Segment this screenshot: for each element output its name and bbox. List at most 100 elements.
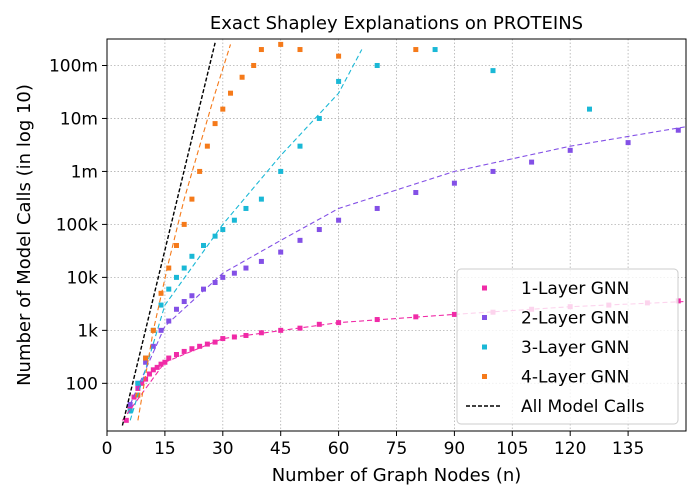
point-4-layer-gnn bbox=[228, 90, 234, 96]
legend-label-4-layer-gnn: 4-Layer GNN bbox=[521, 368, 629, 388]
point-2-layer-gnn bbox=[336, 217, 342, 223]
legend-swatch-3-layer-gnn bbox=[482, 344, 487, 350]
point-3-layer-gnn bbox=[278, 168, 284, 174]
point-4-layer-gnn bbox=[181, 221, 187, 227]
point-1-layer-gnn bbox=[127, 404, 133, 410]
point-2-layer-gnn bbox=[201, 286, 206, 292]
y-tick-label: 100k bbox=[56, 215, 98, 235]
point-4-layer-gnn bbox=[197, 168, 203, 174]
point-3-layer-gnn bbox=[201, 242, 206, 248]
point-1-layer-gnn bbox=[166, 355, 172, 361]
point-3-layer-gnn bbox=[212, 233, 218, 239]
y-tick-label: 1k bbox=[77, 321, 98, 341]
y-tick-label: 100 bbox=[66, 374, 98, 394]
point-4-layer-gnn bbox=[166, 265, 172, 271]
point-2-layer-gnn bbox=[316, 227, 322, 233]
point-4-layer-gnn bbox=[336, 53, 342, 59]
point-1-layer-gnn bbox=[135, 385, 141, 391]
point-3-layer-gnn bbox=[231, 217, 237, 223]
point-4-layer-gnn bbox=[158, 290, 164, 296]
point-3-layer-gnn bbox=[336, 78, 342, 84]
point-2-layer-gnn bbox=[451, 180, 457, 186]
point-1-layer-gnn bbox=[181, 348, 187, 354]
point-4-layer-gnn bbox=[143, 355, 149, 361]
point-2-layer-gnn bbox=[143, 359, 149, 365]
x-tick-label: 60 bbox=[328, 439, 350, 459]
legend-swatch-1-layer-gnn bbox=[482, 285, 487, 291]
point-2-layer-gnn bbox=[173, 306, 179, 312]
y-axis-ticks: 100 1k 10k 100k 1m 10m 100m bbox=[49, 56, 107, 394]
point-2-layer-gnn bbox=[150, 343, 156, 349]
point-1-layer-gnn bbox=[146, 371, 152, 377]
point-2-layer-gnn bbox=[297, 237, 303, 243]
y-axis-label: Number of Model Calls (in log 10) bbox=[14, 84, 35, 386]
point-3-layer-gnn bbox=[166, 286, 172, 292]
point-2-layer-gnn bbox=[258, 258, 264, 264]
point-1-layer-gnn bbox=[451, 311, 457, 317]
point-1-layer-gnn bbox=[204, 341, 210, 347]
point-3-layer-gnn bbox=[158, 302, 164, 308]
point-3-layer-gnn bbox=[243, 205, 249, 211]
point-1-layer-gnn bbox=[189, 346, 195, 352]
point-1-layer-gnn bbox=[150, 367, 156, 373]
point-3-layer-gnn bbox=[316, 115, 322, 121]
point-1-layer-gnn bbox=[197, 343, 203, 349]
point-3-layer-gnn bbox=[587, 106, 592, 112]
x-tick-label: 45 bbox=[270, 439, 292, 459]
legend-label-1-layer-gnn: 1-Layer GNN bbox=[521, 279, 629, 299]
point-2-layer-gnn bbox=[127, 401, 133, 407]
chart-title: Exact Shapley Explanations on PROTEINS bbox=[210, 13, 583, 34]
fit-line-4-layer-gnn bbox=[137, 44, 232, 421]
point-2-layer-gnn bbox=[278, 249, 284, 255]
point-4-layer-gnn bbox=[204, 143, 210, 149]
point-2-layer-gnn bbox=[158, 327, 164, 333]
point-4-layer-gnn bbox=[278, 41, 284, 47]
x-axis-ticks: 0 15 30 45 60 75 90 105 120 135 bbox=[102, 431, 644, 459]
point-1-layer-gnn bbox=[243, 332, 249, 338]
point-3-layer-gnn bbox=[173, 274, 179, 280]
x-tick-label: 30 bbox=[212, 439, 234, 459]
x-tick-label: 0 bbox=[102, 439, 113, 459]
x-tick-label: 105 bbox=[496, 439, 528, 459]
legend-label-2-layer-gnn: 2-Layer GNN bbox=[521, 309, 629, 329]
point-2-layer-gnn bbox=[243, 265, 249, 271]
point-3-layer-gnn bbox=[220, 227, 226, 233]
point-1-layer-gnn bbox=[158, 361, 164, 367]
point-1-layer-gnn bbox=[154, 364, 160, 370]
point-3-layer-gnn bbox=[189, 253, 195, 259]
x-tick-label: 75 bbox=[386, 439, 408, 459]
y-tick-label: 10m bbox=[60, 109, 98, 129]
point-3-layer-gnn bbox=[181, 265, 187, 271]
legend-label-3-layer-gnn: 3-Layer GNN bbox=[521, 338, 629, 358]
fit-line-3-layer-gnn bbox=[129, 49, 363, 421]
point-2-layer-gnn bbox=[567, 147, 573, 153]
point-1-layer-gnn bbox=[139, 380, 145, 386]
x-tick-label: 15 bbox=[154, 439, 176, 459]
point-1-layer-gnn bbox=[143, 376, 149, 382]
x-tick-label: 135 bbox=[612, 439, 644, 459]
point-4-layer-gnn bbox=[413, 47, 419, 53]
point-3-layer-gnn bbox=[432, 47, 438, 53]
point-4-layer-gnn bbox=[258, 47, 264, 53]
fit-line-all-model-calls bbox=[121, 42, 216, 426]
point-2-layer-gnn bbox=[166, 318, 172, 324]
point-1-layer-gnn bbox=[123, 417, 129, 423]
point-2-layer-gnn bbox=[181, 299, 187, 305]
y-tick-label: 10k bbox=[67, 268, 99, 288]
x-tick-label: 120 bbox=[554, 439, 586, 459]
point-2-layer-gnn bbox=[625, 140, 631, 146]
point-1-layer-gnn bbox=[316, 321, 322, 327]
point-1-layer-gnn bbox=[212, 339, 218, 345]
point-3-layer-gnn bbox=[490, 68, 496, 74]
point-2-layer-gnn bbox=[675, 127, 681, 133]
point-4-layer-gnn bbox=[212, 121, 218, 127]
fit-line-2-layer-gnn bbox=[129, 126, 686, 405]
point-3-layer-gnn bbox=[297, 143, 303, 149]
point-2-layer-gnn bbox=[189, 293, 195, 299]
point-4-layer-gnn bbox=[297, 47, 303, 53]
point-4-layer-gnn bbox=[251, 62, 257, 68]
legend-label-all-model-calls: All Model Calls bbox=[521, 397, 645, 417]
point-3-layer-gnn bbox=[135, 380, 141, 386]
point-4-layer-gnn bbox=[189, 196, 195, 202]
